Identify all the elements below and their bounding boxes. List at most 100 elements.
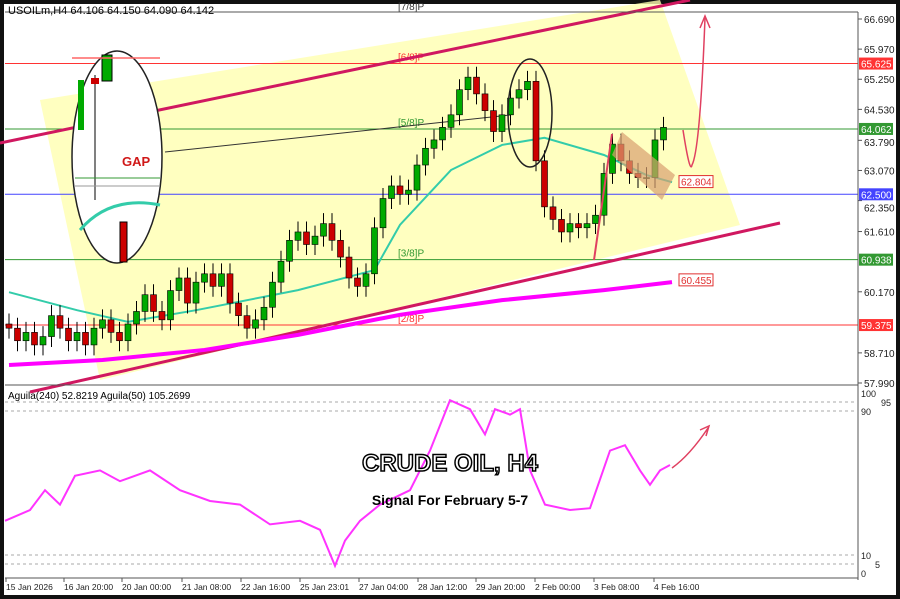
candle xyxy=(133,300,140,335)
candle-body xyxy=(396,185,404,195)
overlay-subtitle: Signal For February 5-7 xyxy=(371,492,529,508)
y-tick-label: 63.070 xyxy=(864,166,895,177)
candle xyxy=(413,154,421,201)
price-annotation-label: 62.804 xyxy=(681,178,712,189)
level-price-tag xyxy=(859,319,893,332)
top-ellipse xyxy=(507,58,553,168)
y-tick-label: 60.170 xyxy=(864,288,895,299)
candle xyxy=(660,116,667,151)
indicator-forecast-arrow xyxy=(671,424,711,469)
candle-body xyxy=(320,223,327,237)
candle-body xyxy=(184,277,191,304)
y-tick-label: 64.530 xyxy=(864,105,895,116)
candle-body xyxy=(158,311,166,321)
candle-body xyxy=(124,323,132,342)
candle-body xyxy=(22,332,30,342)
candle-body xyxy=(592,214,599,224)
candle-body xyxy=(175,277,183,291)
ma-slow-line xyxy=(8,280,673,368)
candle xyxy=(31,321,38,356)
candle xyxy=(82,321,89,356)
candle-body xyxy=(167,290,174,321)
candle-body xyxy=(549,206,557,220)
candle-body xyxy=(337,240,344,258)
candle xyxy=(549,196,557,230)
price-annotation-box xyxy=(678,175,714,189)
candle xyxy=(303,221,310,255)
forecast-arrow xyxy=(682,17,706,168)
murrey-level-tag: [3/8]P xyxy=(398,249,424,260)
candle-body xyxy=(541,160,548,208)
murrey-top-tag: [7/8]P xyxy=(398,2,424,13)
candle xyxy=(439,116,446,151)
level-price-label: 59.375 xyxy=(861,321,892,332)
candle xyxy=(124,313,132,352)
candle xyxy=(320,213,327,247)
candle-body xyxy=(498,114,506,132)
candle-body xyxy=(235,302,242,316)
candle-body xyxy=(464,76,472,91)
candle-body xyxy=(277,260,285,283)
candle-body xyxy=(456,89,463,116)
candle xyxy=(354,267,361,297)
candle xyxy=(167,280,174,331)
candle xyxy=(48,305,55,348)
candle xyxy=(99,309,106,339)
x-tick-label: 3 Feb 08:00 xyxy=(594,582,640,592)
candle xyxy=(456,79,463,126)
candle-body xyxy=(473,76,480,95)
candle xyxy=(56,305,64,339)
x-tick-label: 25 Jan 23:01 xyxy=(300,582,349,592)
candle xyxy=(5,313,13,339)
candle-body xyxy=(583,223,591,229)
candle-body xyxy=(532,81,540,162)
x-tick-label: 22 Jan 16:00 xyxy=(241,582,290,592)
candle xyxy=(328,213,336,251)
candle xyxy=(422,137,429,176)
candle xyxy=(592,204,599,235)
candle-body xyxy=(116,332,123,342)
candle-body xyxy=(311,235,319,245)
candle-body xyxy=(269,281,276,308)
candle-body xyxy=(260,306,268,321)
candle xyxy=(447,104,455,138)
candle-body xyxy=(218,273,225,287)
candle xyxy=(218,263,225,297)
candle xyxy=(345,246,353,289)
candle xyxy=(379,188,387,239)
price-annotation-label: 60.455 xyxy=(681,276,712,287)
candle xyxy=(558,208,565,243)
candle xyxy=(65,317,72,352)
candle-body xyxy=(99,319,106,329)
candle xyxy=(396,175,404,205)
candle-body xyxy=(660,127,667,141)
candle xyxy=(524,70,531,101)
y-tick-label: 63.790 xyxy=(864,138,895,149)
candle xyxy=(209,263,217,297)
candle-body xyxy=(209,273,217,287)
candle-body xyxy=(524,81,531,91)
candle xyxy=(192,271,200,314)
candle-body xyxy=(192,281,200,304)
candle-body xyxy=(39,336,47,346)
gap-zoom-inset: GAP xyxy=(72,54,161,263)
candle xyxy=(277,250,285,293)
arrow-up-icon xyxy=(699,14,711,29)
candle-body xyxy=(566,223,574,233)
candle-body xyxy=(73,332,81,342)
flag-pattern xyxy=(612,132,675,200)
y-tick-label: 65.970 xyxy=(864,45,895,56)
candle-body xyxy=(345,256,353,279)
candle xyxy=(294,221,302,251)
level-price-label: 65.625 xyxy=(861,60,892,71)
x-tick-label: 4 Feb 16:00 xyxy=(654,582,700,592)
candle-body xyxy=(379,198,387,229)
level-price-label: 62.500 xyxy=(861,190,892,201)
candle xyxy=(532,70,540,172)
candle xyxy=(481,83,489,122)
candle xyxy=(184,267,191,314)
candle xyxy=(235,292,242,327)
